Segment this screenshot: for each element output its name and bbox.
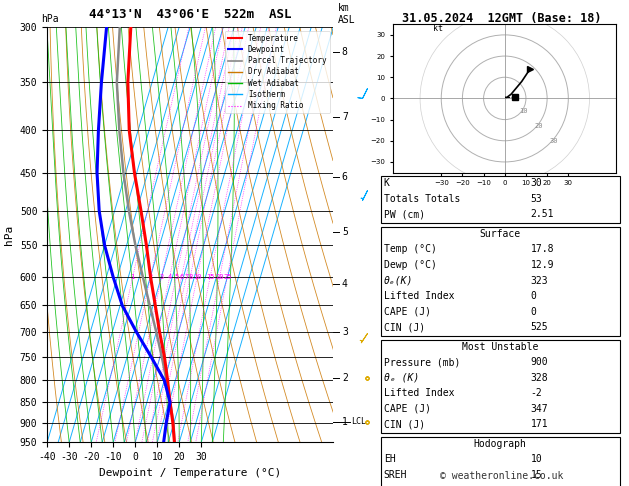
Text: 4: 4 xyxy=(167,274,172,279)
Text: CAPE (J): CAPE (J) xyxy=(384,404,431,414)
Text: 12.9: 12.9 xyxy=(531,260,554,270)
Text: 15: 15 xyxy=(206,274,214,279)
Text: kt: kt xyxy=(433,24,443,33)
Text: 25: 25 xyxy=(223,274,231,279)
Text: Lifted Index: Lifted Index xyxy=(384,388,454,399)
Text: 20: 20 xyxy=(535,123,543,129)
Text: 1: 1 xyxy=(342,417,348,427)
Text: 2.51: 2.51 xyxy=(531,209,554,220)
Text: 10: 10 xyxy=(531,454,542,465)
Text: Surface: Surface xyxy=(479,229,521,239)
Y-axis label: hPa: hPa xyxy=(4,225,14,244)
Text: 6: 6 xyxy=(179,274,184,279)
Text: θₑ(K): θₑ(K) xyxy=(384,276,413,286)
Text: 0: 0 xyxy=(531,291,537,301)
Text: 10: 10 xyxy=(520,108,528,114)
Text: LCL: LCL xyxy=(352,417,366,426)
Text: © weatheronline.co.uk: © weatheronline.co.uk xyxy=(440,471,564,481)
Text: Most Unstable: Most Unstable xyxy=(462,342,538,352)
Text: 10: 10 xyxy=(193,274,201,279)
Text: 31.05.2024  12GMT (Base: 18): 31.05.2024 12GMT (Base: 18) xyxy=(402,12,601,25)
Text: 6: 6 xyxy=(342,172,348,182)
Text: CIN (J): CIN (J) xyxy=(384,419,425,430)
Text: 0: 0 xyxy=(531,307,537,317)
Text: 8: 8 xyxy=(188,274,192,279)
Text: 30: 30 xyxy=(549,138,558,144)
Text: 2: 2 xyxy=(148,274,153,279)
X-axis label: Dewpoint / Temperature (°C): Dewpoint / Temperature (°C) xyxy=(99,468,281,478)
Text: 17.8: 17.8 xyxy=(531,244,554,255)
Text: 20: 20 xyxy=(216,274,224,279)
Text: 3: 3 xyxy=(342,327,348,337)
Text: CAPE (J): CAPE (J) xyxy=(384,307,431,317)
Text: 53: 53 xyxy=(531,194,542,204)
Text: 1: 1 xyxy=(131,274,135,279)
Text: 2: 2 xyxy=(342,373,348,383)
Text: 323: 323 xyxy=(531,276,548,286)
Text: Hodograph: Hodograph xyxy=(474,439,526,449)
Text: 900: 900 xyxy=(531,357,548,367)
Text: CIN (J): CIN (J) xyxy=(384,322,425,332)
Text: km
ASL: km ASL xyxy=(338,3,356,25)
Text: 525: 525 xyxy=(531,322,548,332)
Text: Temp (°C): Temp (°C) xyxy=(384,244,437,255)
Text: Lifted Index: Lifted Index xyxy=(384,291,454,301)
Text: EH: EH xyxy=(384,454,396,465)
Text: hPa: hPa xyxy=(41,14,58,24)
Text: 44°13'N  43°06'E  522m  ASL: 44°13'N 43°06'E 522m ASL xyxy=(89,8,291,21)
Text: 15: 15 xyxy=(531,470,542,480)
Text: θₑ (K): θₑ (K) xyxy=(384,373,419,383)
Text: Dewp (°C): Dewp (°C) xyxy=(384,260,437,270)
Text: 7: 7 xyxy=(342,112,348,122)
Text: Pressure (mb): Pressure (mb) xyxy=(384,357,460,367)
Legend: Temperature, Dewpoint, Parcel Trajectory, Dry Adiabat, Wet Adiabat, Isotherm, Mi: Temperature, Dewpoint, Parcel Trajectory… xyxy=(225,31,330,113)
Text: 347: 347 xyxy=(531,404,548,414)
Text: PW (cm): PW (cm) xyxy=(384,209,425,220)
Text: 328: 328 xyxy=(531,373,548,383)
Text: Totals Totals: Totals Totals xyxy=(384,194,460,204)
Text: 8: 8 xyxy=(342,47,348,57)
Text: 3: 3 xyxy=(160,274,164,279)
Text: 30: 30 xyxy=(531,178,542,189)
Text: K: K xyxy=(384,178,389,189)
Text: 4: 4 xyxy=(342,279,348,289)
Text: 171: 171 xyxy=(531,419,548,430)
Text: SREH: SREH xyxy=(384,470,407,480)
Text: 7: 7 xyxy=(184,274,188,279)
Text: 5: 5 xyxy=(342,227,348,237)
Text: 5: 5 xyxy=(174,274,178,279)
Text: -2: -2 xyxy=(531,388,542,399)
